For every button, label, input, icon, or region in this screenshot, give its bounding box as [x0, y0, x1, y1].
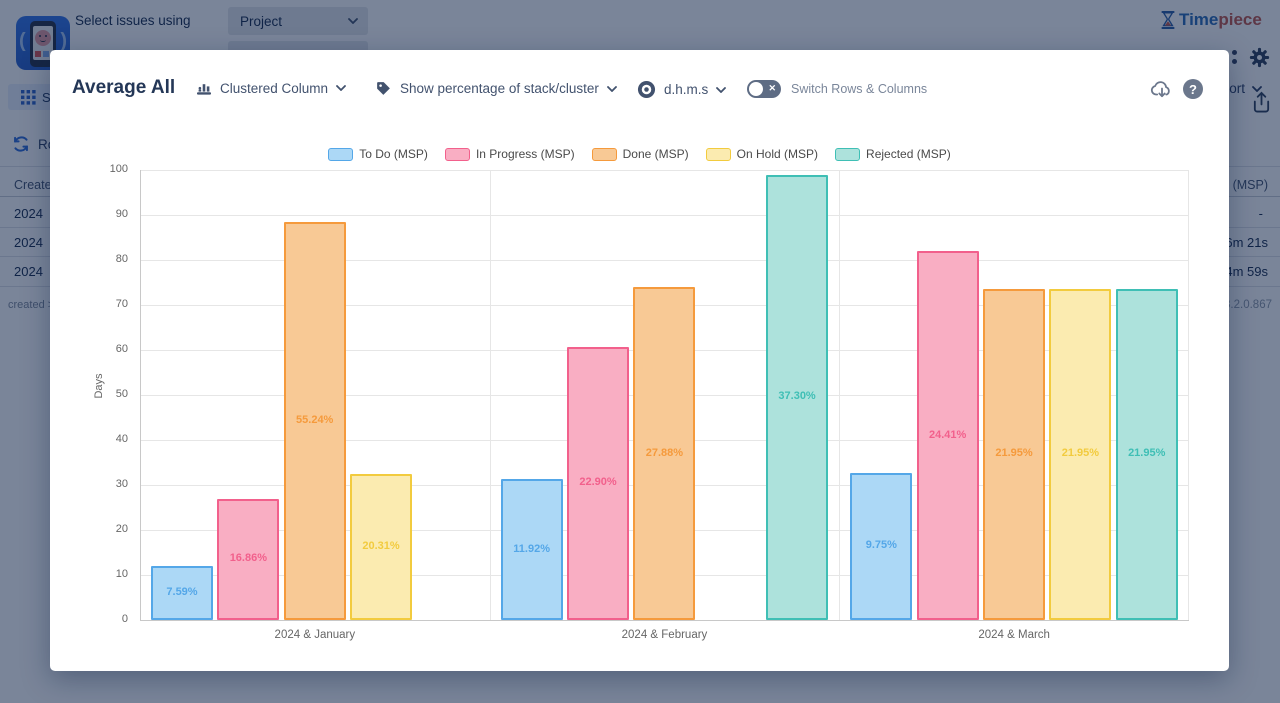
legend-label: Done (MSP) — [622, 147, 689, 161]
chart-type-dropdown[interactable]: Clustered Column — [196, 80, 346, 96]
eye-target-icon — [637, 80, 656, 99]
x-axis-category-label: 2024 & January — [274, 629, 356, 641]
switch-rows-columns-label: Switch Rows & Columns — [791, 82, 928, 96]
y-axis-tick: 90 — [115, 208, 128, 220]
bar[interactable] — [850, 472, 913, 620]
help-icon[interactable]: ? — [1183, 79, 1203, 99]
bar[interactable] — [766, 174, 829, 620]
gridline — [140, 215, 1189, 216]
legend-item[interactable]: Done (MSP) — [591, 147, 689, 161]
legend-item[interactable]: In Progress (MSP) — [444, 147, 575, 161]
chart-modal: Average All Clustered Column Show percen… — [50, 50, 1229, 671]
y-axis-tick: 10 — [115, 568, 128, 580]
bar[interactable] — [151, 565, 213, 620]
bar[interactable] — [1049, 288, 1112, 620]
legend-label: On Hold (MSP) — [736, 147, 819, 161]
switch-rows-columns-control: ✕ Switch Rows & Columns — [747, 80, 927, 98]
chevron-down-icon — [336, 85, 346, 91]
gridline — [839, 170, 841, 620]
y-axis: 0 10 20 30 40 50 60 70 80 90 100 — [90, 163, 134, 625]
legend-item[interactable]: To Do (MSP) — [328, 147, 428, 161]
gridline — [140, 260, 1189, 261]
modal-title: Average All — [72, 77, 176, 98]
chart-type-value: Clustered Column — [220, 80, 329, 96]
y-axis-tick: 0 — [121, 613, 128, 625]
percentage-value: Show percentage of stack/cluster — [400, 81, 599, 96]
x-axis-category-label: 2024 & February — [621, 629, 708, 641]
plot-area: 7.59% 11.92% 9.75% 16.86% 22.90% 24.41% 55.24%… — [140, 170, 1189, 641]
legend-item[interactable]: Rejected (MSP) — [835, 147, 951, 161]
bar[interactable] — [500, 479, 563, 620]
download-cloud-icon[interactable] — [1150, 78, 1174, 100]
tag-icon — [377, 82, 390, 95]
percentage-dropdown[interactable]: Show percentage of stack/cluster — [375, 80, 617, 97]
chart-legend: To Do (MSP) In Progress (MSP) Done (MSP) On… — [50, 147, 1229, 161]
legend-swatch — [444, 147, 470, 161]
legend-label: In Progress (MSP) — [475, 147, 575, 161]
gridline — [140, 170, 141, 620]
legend-label: To Do (MSP) — [359, 147, 428, 161]
gridline — [1188, 170, 1189, 620]
y-axis-tick: 80 — [115, 253, 128, 265]
chevron-down-icon — [716, 86, 727, 93]
bar[interactable] — [633, 287, 696, 620]
duration-format-dropdown[interactable]: d.h.m.s — [637, 80, 727, 99]
legend-label: Rejected (MSP) — [866, 147, 951, 161]
y-axis-tick: 60 — [115, 343, 128, 355]
y-axis-tick: 50 — [115, 388, 128, 400]
legend-swatch — [328, 147, 354, 161]
bar[interactable] — [1115, 288, 1178, 620]
gridline — [489, 170, 491, 620]
bar[interactable] — [567, 346, 630, 620]
legend-swatch — [705, 147, 731, 161]
legend-swatch — [835, 147, 861, 161]
bar[interactable] — [350, 473, 413, 620]
switch-rows-columns-toggle[interactable]: ✕ — [747, 80, 781, 98]
gridline — [140, 170, 1189, 171]
y-axis-tick: 30 — [115, 478, 128, 490]
chevron-down-icon — [606, 85, 617, 92]
x-axis-category-label: 2024 & March — [978, 629, 1050, 641]
bar[interactable] — [217, 498, 280, 620]
bar[interactable] — [983, 288, 1046, 620]
bar-chart-icon — [197, 84, 211, 95]
y-axis-tick: 100 — [109, 163, 128, 175]
y-axis-tick: 20 — [115, 523, 128, 535]
legend-swatch — [591, 147, 617, 161]
gridline — [140, 620, 1189, 621]
duration-format-value: d.h.m.s — [664, 82, 709, 97]
y-axis-tick: 40 — [115, 433, 128, 445]
bar[interactable] — [283, 222, 346, 620]
y-axis-tick: 70 — [115, 298, 128, 310]
bar[interactable] — [916, 251, 979, 620]
legend-item[interactable]: On Hold (MSP) — [705, 147, 819, 161]
